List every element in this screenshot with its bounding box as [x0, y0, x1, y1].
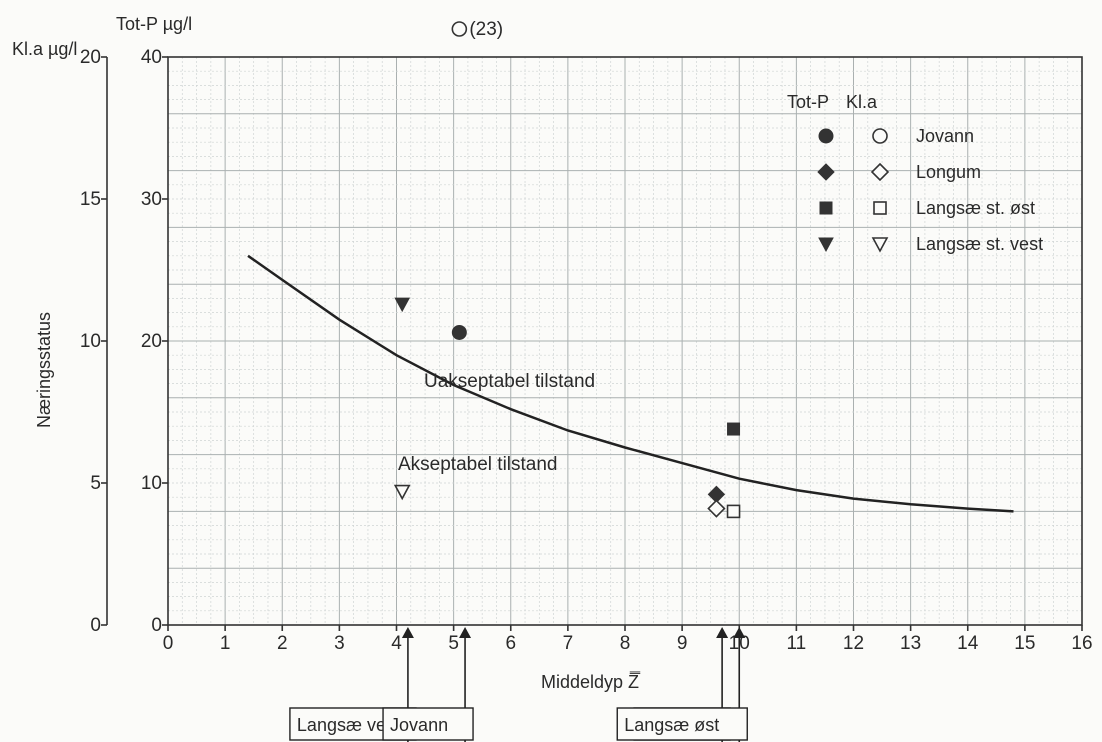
x-tick-label: 12 [843, 633, 864, 654]
x-tick-label: 4 [391, 633, 402, 654]
callout-arrow [716, 627, 729, 638]
x-tick-label: 13 [900, 633, 921, 654]
legend: Tot-P Kl.a Jovann Longum Langsæ st. øst Langs… [787, 92, 1043, 254]
x-tick-label: 9 [677, 633, 688, 654]
x-tick-label: 15 [1014, 633, 1035, 654]
axes [101, 56, 1083, 631]
kla-tick-label: 20 [80, 47, 101, 68]
callout-label: Langsæ øst [624, 715, 719, 735]
x-tick-label: 7 [563, 633, 574, 654]
callout-arrow [459, 627, 472, 638]
x-axis-title: Middeldyp Z̿ [541, 671, 641, 692]
totp-axis-title: Tot-P µg/l [116, 14, 192, 34]
x-tick-label: 5 [448, 633, 459, 654]
legend-entry-label: Longum [916, 162, 981, 182]
data-point-open-triangle-down [393, 484, 411, 501]
legend-marker-filled-diamond [817, 163, 835, 181]
kla-tick-label: 10 [80, 331, 101, 352]
x-tick-label: 1 [220, 633, 231, 654]
data-point-filled-circle [451, 324, 467, 340]
callout-arrow [733, 627, 746, 638]
legend-marker-open-square [873, 201, 887, 215]
legend-entry-label: Jovann [916, 126, 974, 146]
x-tick-label: 8 [620, 633, 631, 654]
callout-arrow [401, 627, 414, 638]
grid-lines [167, 56, 1083, 626]
callout-label: Langsæ vest [297, 715, 400, 735]
offscale-value-label: (23) [469, 19, 503, 40]
data-point-open-diamond [707, 499, 726, 518]
callout-label: Jovann [390, 715, 448, 735]
legend-entry-label: Langsæ st. øst [916, 198, 1035, 218]
legend-marker-open-triangle-down [871, 237, 889, 253]
legend-marker-filled-circle [818, 128, 834, 144]
tick-labels: 0 1 2 3 4 5 6 7 8 9 10 11 12 13 14 15 160102030400510152… [80, 47, 1093, 654]
unacceptable-label: Uakseptabel tilstand [424, 371, 595, 392]
data-point-open-circle [451, 21, 468, 37]
kla-tick-label: 5 [90, 473, 101, 494]
legend-marker-open-diamond [870, 162, 890, 182]
totp-tick-label: 0 [151, 615, 162, 636]
totp-tick-label: 10 [141, 473, 162, 494]
legend-marker-filled-square [819, 201, 833, 215]
x-tick-label: 16 [1071, 633, 1092, 654]
kla-tick-label: 0 [90, 615, 101, 636]
data-point-filled-square [727, 422, 741, 436]
y-axis-title: Næringsstatus [34, 312, 54, 428]
boundary-curve [247, 254, 1014, 513]
data-point-open-square [726, 504, 741, 519]
legend-header-totp: Tot-P [787, 92, 829, 112]
x-tick-label: 0 [163, 633, 174, 654]
legend-marker-open-circle [872, 128, 888, 144]
totp-tick-label: 30 [141, 189, 162, 210]
callout-box [382, 707, 474, 741]
callouts: Langsæ vestJovannLongumLangsæ øst [289, 627, 748, 742]
callout-box [616, 707, 748, 741]
kla-axis-title: Kl.a µg/l [12, 39, 77, 59]
legend-header-kla: Kl.a [846, 92, 878, 112]
data-point-filled-triangle-down [394, 297, 411, 313]
totp-tick-label: 20 [141, 331, 162, 352]
legend-marker-filled-triangle-down [818, 237, 834, 253]
legend-entry-label: Langsæ st. vest [916, 234, 1043, 254]
x-tick-label: 14 [957, 633, 979, 654]
x-tick-label: 3 [334, 633, 345, 654]
x-tick-label: 2 [277, 633, 288, 654]
kla-tick-label: 15 [80, 189, 101, 210]
acceptable-label: Akseptabel tilstand [398, 454, 558, 475]
x-tick-label: 6 [505, 633, 516, 654]
totp-tick-label: 40 [141, 47, 162, 68]
x-tick-label: 11 [787, 633, 807, 654]
data-points: (23) [393, 19, 741, 519]
